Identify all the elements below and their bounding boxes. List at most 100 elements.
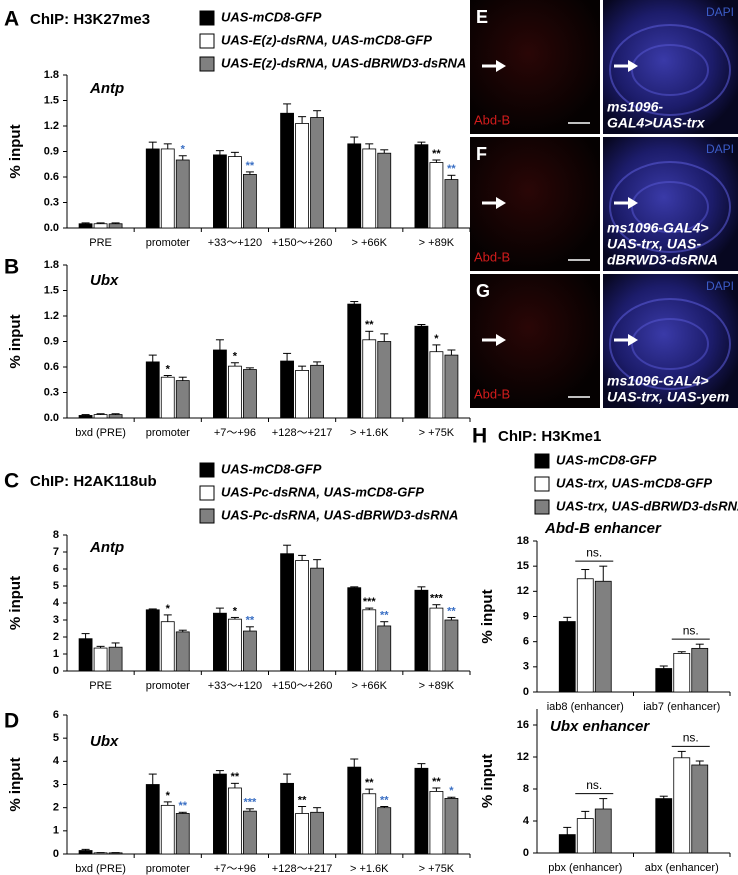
error-bar [695,643,704,649]
significance-mark: * [166,603,171,615]
legend-swatch [199,56,215,72]
arrow-head [628,334,638,346]
genotype-caption: UAS-trx, UAS- [607,236,701,252]
bar [310,567,324,672]
bar [558,621,576,693]
bar [93,223,108,229]
error-bar [96,645,105,649]
error-bar [313,807,322,813]
error-bar [298,554,307,561]
legend-swatch [199,33,215,49]
arrow-head [628,60,638,72]
error-bar [365,330,374,340]
bar [295,560,309,672]
significance-mark: ** [432,776,441,788]
legend-swatch [199,10,215,26]
y-tick-label: 2 [53,631,59,643]
error-bar [111,642,120,648]
legend-label: UAS-Pc-dsRNA, UAS-mCD8-GFP [221,484,424,499]
significance-mark: ** [447,163,456,175]
bar [280,112,294,229]
significance-mark: *** [243,797,257,809]
bar [295,813,309,855]
bar [362,793,377,855]
legend-swatch [534,499,550,515]
stain-label: DAPI [706,5,734,19]
error-bar [163,801,172,806]
stain-label: Abd-B [474,112,510,127]
error-bar [230,151,239,157]
y-tick-label: 8 [53,529,59,541]
bar [93,647,108,672]
x-tick-label: +150～+260 [272,680,333,692]
y-axis-label: % input [7,757,24,811]
error-bar [178,155,187,160]
error-bar [298,806,307,814]
x-tick-label: > +66K [352,680,388,692]
bar [78,638,93,672]
significance-mark: ** [365,319,374,331]
bar [228,156,242,229]
legend-swatch [199,485,215,501]
error-bar [599,798,608,809]
y-tick-label: 1 [53,648,59,660]
bar [594,808,612,854]
bar [362,609,377,672]
bar [78,415,93,419]
x-tick-label: abx (enhancer) [645,862,719,874]
panel-heading: ChIP: H3K27me3 [30,11,150,28]
error-bar [178,629,187,632]
error-bar [432,344,441,352]
error-bar [417,141,426,145]
error-bar [215,770,224,775]
bar [175,159,190,229]
y-tick-label: 1.2 [44,120,59,132]
y-tick-label: 7 [53,546,59,558]
genotype-caption: ms1096- [607,99,663,115]
bar [444,354,459,419]
y-tick-label: 3 [53,614,59,626]
comparison-label: ns. [586,778,602,792]
y-tick-label: 1.5 [44,94,59,106]
error-bar [695,760,704,765]
x-tick-label: +33～+120 [208,680,262,692]
bar [414,325,429,419]
legend-label: UAS-E(z)-dsRNA, UAS-dBRWD3-dsRNA [221,55,466,70]
bar [228,618,242,672]
y-tick-label: 0.9 [44,145,59,157]
significance-mark: * [434,333,439,345]
error-bar [417,763,426,769]
error-bar [599,565,608,582]
error-bar [563,616,572,622]
x-tick-label: promoter [146,237,190,249]
bar [160,804,175,855]
significance-mark: ** [178,800,187,812]
legend-label: UAS-trx, UAS-dBRWD3-dsRNA [556,498,738,513]
bar [362,148,377,229]
genotype-caption: UAS-trx, UAS-yem [607,389,729,405]
chart-title: Antp [89,80,124,97]
y-tick-label: 1.8 [44,259,59,271]
error-bar [148,141,157,149]
bar [655,668,673,693]
bar [295,123,309,229]
error-bar [563,826,572,835]
significance-mark: * [181,144,186,156]
bar [558,834,576,854]
bar [175,380,190,419]
y-tick-label: 1.8 [44,69,59,81]
bar [347,143,362,229]
error-bar [313,559,322,569]
error-bar [245,367,254,370]
bar [78,850,93,855]
error-bar [111,222,120,224]
error-bar [178,811,187,814]
bar [108,414,123,419]
x-tick-label: > +66K [352,237,388,249]
bar [655,798,673,854]
significance-mark: * [233,351,238,363]
x-tick-label: > +1.6K [350,427,389,439]
y-tick-label: 4 [53,755,60,767]
panel-letter: D [4,710,19,733]
